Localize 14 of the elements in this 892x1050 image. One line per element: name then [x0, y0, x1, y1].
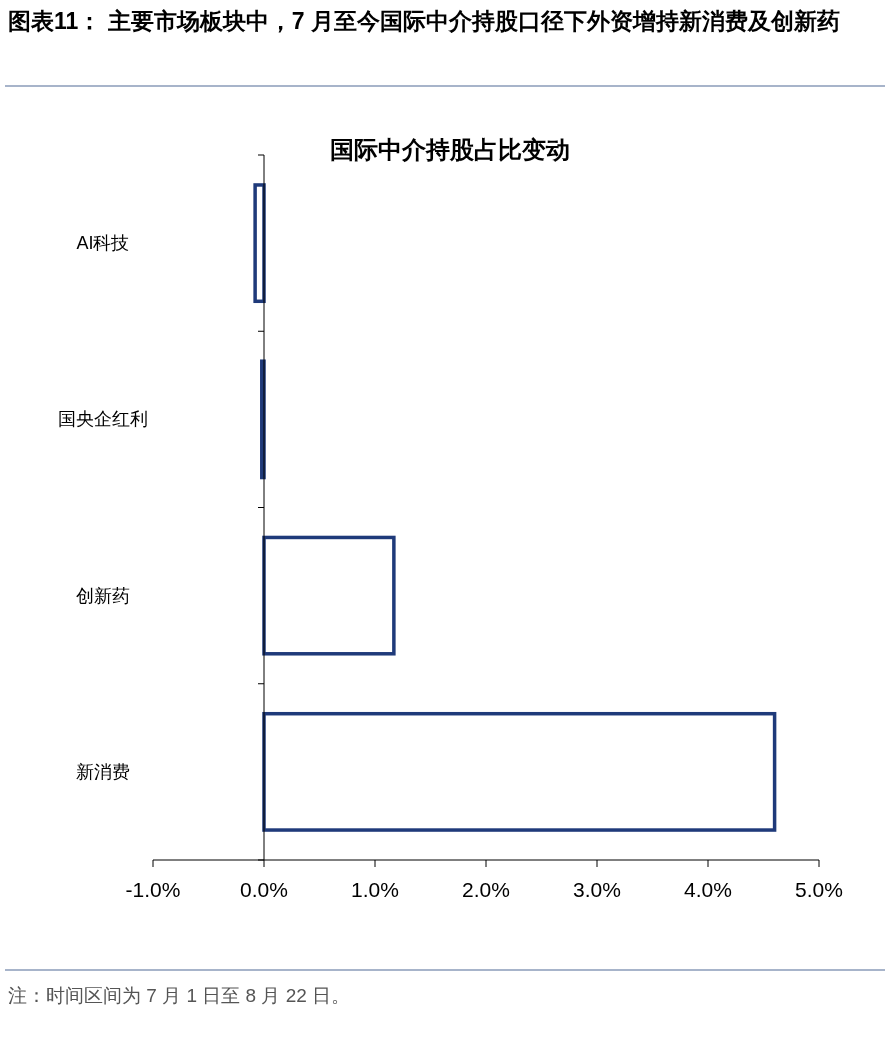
- y-tick-label: 新消费: [76, 761, 130, 782]
- chart-title: 图表11： 主要市场板块中，7 月至今国际中介持股口径下外资增持新消费及创新药: [8, 7, 841, 36]
- x-tick-label: 3.0%: [573, 878, 621, 901]
- x-tick-label: 2.0%: [462, 878, 510, 901]
- y-tick-label: 国央企红利: [58, 409, 148, 430]
- x-tick-label: 4.0%: [684, 878, 732, 901]
- y-tick-label: 创新药: [76, 585, 130, 606]
- x-tick-label: -1.0%: [125, 878, 181, 901]
- chart-subtitle: 国际中介持股占比变动: [330, 136, 570, 163]
- x-tick-label: 1.0%: [351, 878, 399, 901]
- text: 注：时间区间为 7 月 1 日至 8 月 22 日。: [8, 985, 351, 1006]
- y-tick-label: AI科技: [76, 233, 130, 254]
- x-tick-label: 0.0%: [240, 878, 288, 901]
- x-tick-label: 5.0%: [795, 878, 843, 901]
